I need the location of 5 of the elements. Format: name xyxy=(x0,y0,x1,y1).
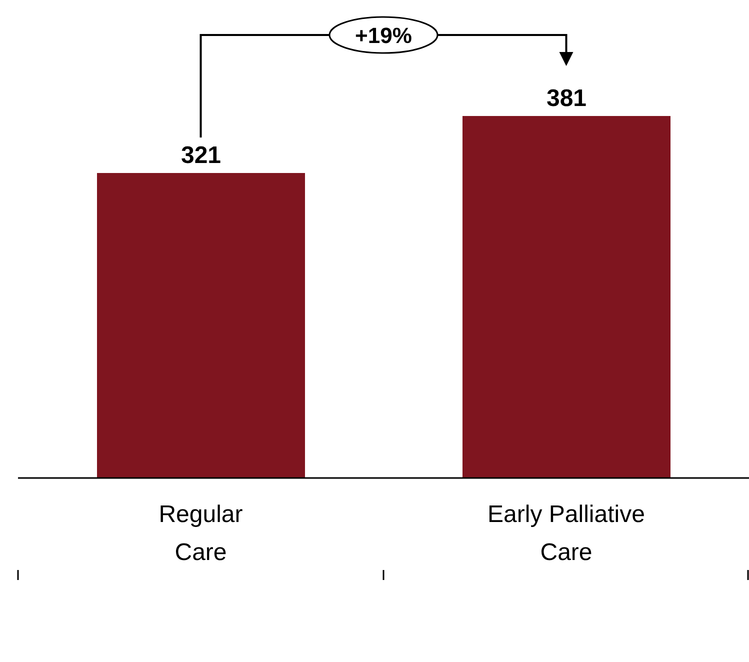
data-label: 321 xyxy=(180,142,222,170)
x-tick-label: Regular Care xyxy=(158,501,243,566)
text: +19% xyxy=(355,23,412,48)
data-label: 381 xyxy=(546,85,587,112)
x-tick-label: Early Palliative Care xyxy=(488,501,645,566)
